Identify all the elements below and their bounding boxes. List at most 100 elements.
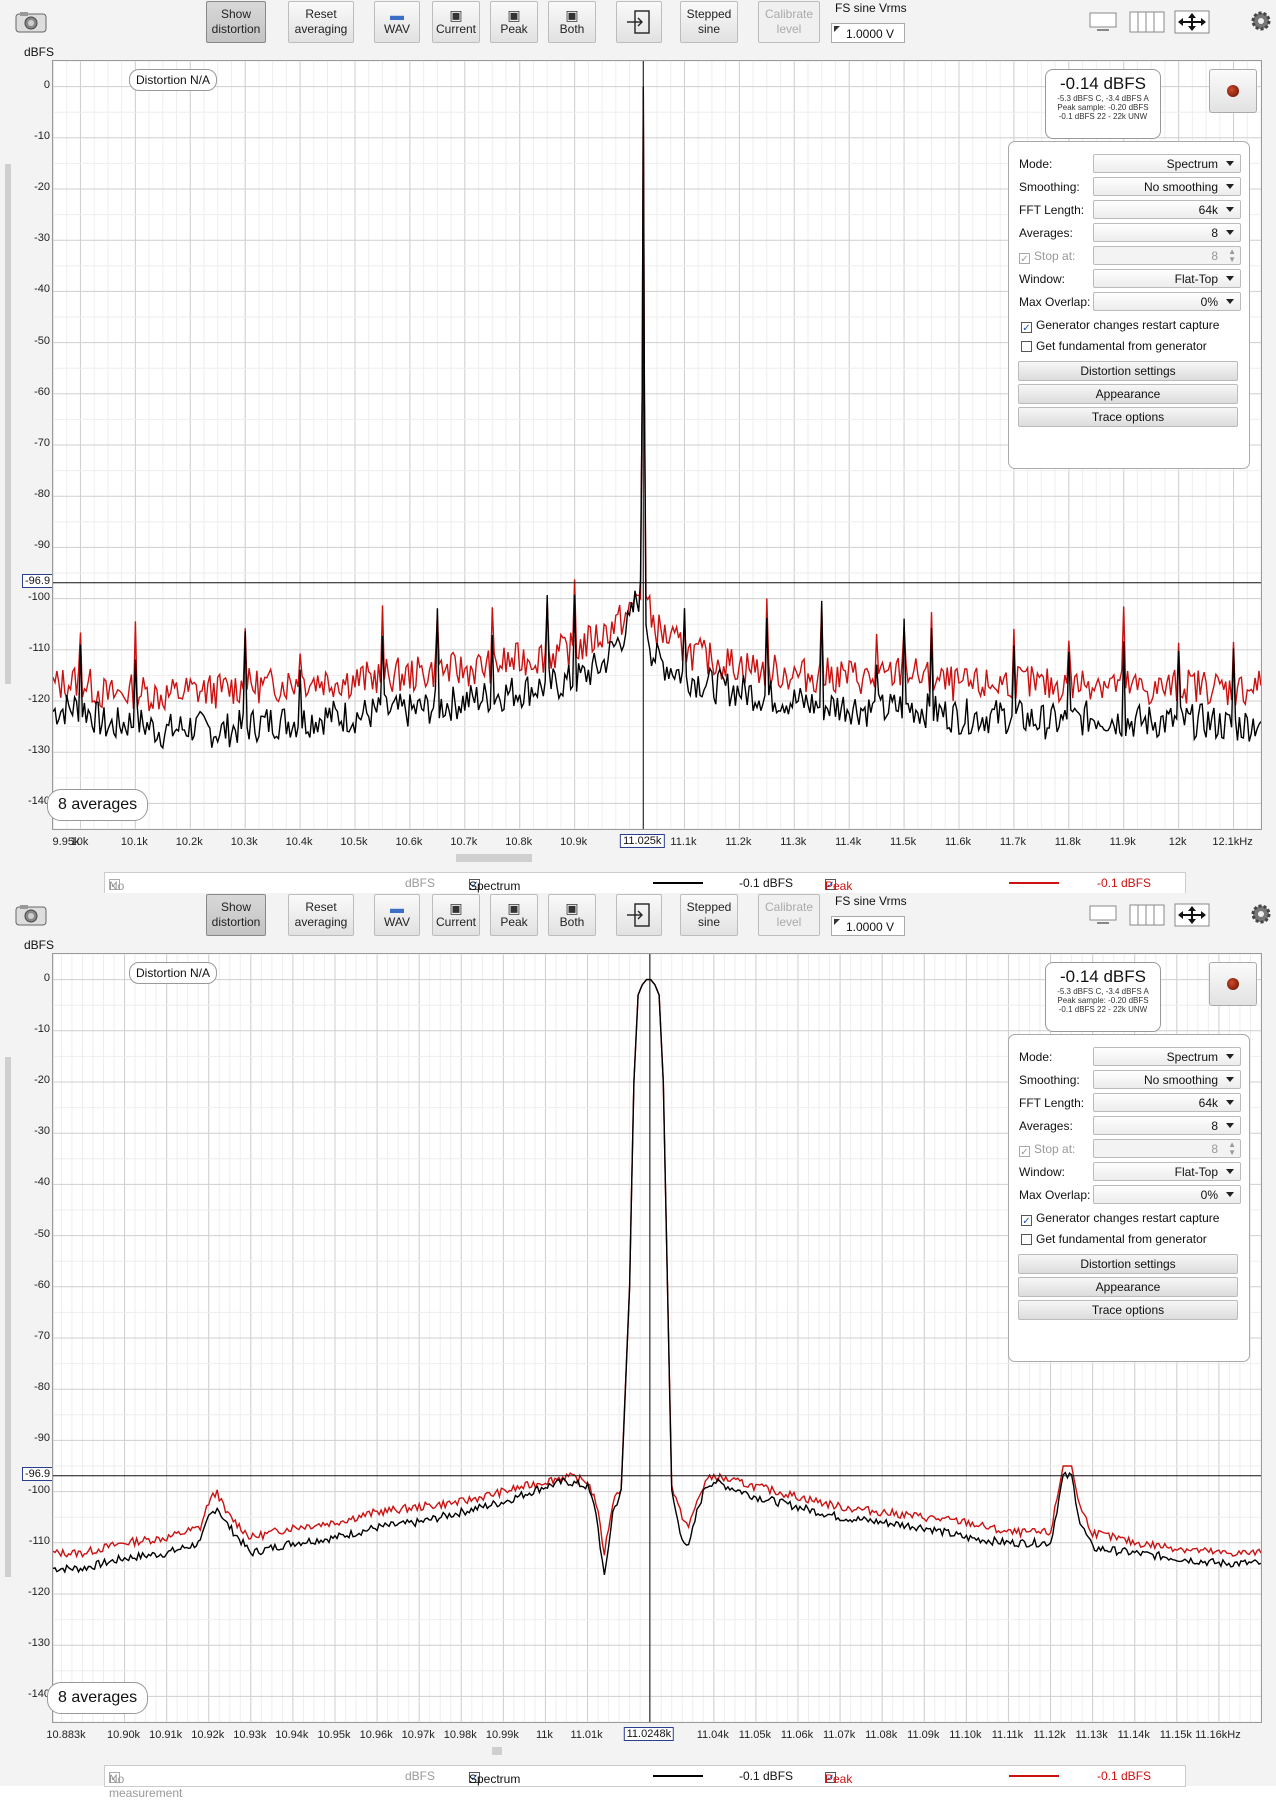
fft-length-select[interactable]: 64k <box>1093 1093 1241 1112</box>
horizontal-scrollbar[interactable] <box>52 1746 1262 1756</box>
vertical-scrollbar[interactable] <box>4 957 12 1719</box>
peak-legend-swatch <box>1009 1775 1059 1777</box>
fundamental-option[interactable]: Get fundamental from generator <box>1021 1232 1207 1246</box>
vertical-scroll-thumb[interactable] <box>5 164 11 684</box>
averages-row: Averages: 8 <box>1019 1116 1241 1136</box>
fundamental-checkbox[interactable] <box>1021 1234 1032 1245</box>
fs-sine-input[interactable]: 1.0000 V <box>831 916 905 936</box>
input-select-button[interactable] <box>616 1 662 43</box>
max-overlap-row: Max Overlap: 0% <box>1019 1185 1241 1205</box>
no-measurement-checkbox[interactable]: ✓ <box>109 879 120 891</box>
horizontal-scroll-thumb[interactable] <box>456 854 532 862</box>
stop-at-spinner[interactable]: 8 ▲ ▼ <box>1093 1139 1241 1158</box>
wav-label: WAV <box>384 21 410 36</box>
max-overlap-value: 0% <box>1200 295 1218 309</box>
both-button[interactable]: ▣ Both <box>548 894 596 936</box>
fundamental-checkbox[interactable] <box>1021 341 1032 352</box>
show-distortion-button[interactable]: Show distortion <box>206 1 266 43</box>
spectrum-checkbox[interactable]: ✓ <box>469 879 480 891</box>
smoothing-select[interactable]: No smoothing <box>1093 177 1241 196</box>
reset-averaging-button[interactable]: Reset averaging <box>288 894 354 936</box>
fundamental-label: Get fundamental from generator <box>1036 339 1207 353</box>
averages-select[interactable]: 8 <box>1093 1116 1241 1135</box>
fft-length-select[interactable]: 64k <box>1093 200 1241 219</box>
generator-restart-checkbox[interactable]: ✓ <box>1021 322 1032 334</box>
horizontal-scrollbar[interactable] <box>52 853 1262 863</box>
both-button[interactable]: ▣ Both <box>548 1 596 43</box>
peak-checkbox[interactable]: ✓ <box>825 879 836 891</box>
layout-icon[interactable] <box>1128 903 1166 927</box>
spectrum-plot[interactable]: Distortion N/A 8 averages -0.14 dBFS -5.… <box>47 953 1262 1723</box>
wav-button[interactable]: ▬ WAV <box>374 1 420 43</box>
x-tick-label: 12.1kHz <box>1212 836 1253 848</box>
smoothing-select[interactable]: No smoothing <box>1093 1070 1241 1089</box>
fs-sine-label: FS sine Vrms <box>835 894 907 908</box>
window-select[interactable]: Flat-Top <box>1093 1162 1241 1181</box>
camera-icon[interactable] <box>14 10 48 34</box>
folder-icon: ▬ <box>390 899 404 916</box>
fs-sine-input[interactable]: 1.0000 V <box>831 23 905 43</box>
window-select[interactable]: Flat-Top <box>1093 269 1241 288</box>
expand-arrows-icon[interactable] <box>1174 10 1210 34</box>
wav-button[interactable]: ▬ WAV <box>374 894 420 936</box>
current-button[interactable]: ▣ Current <box>432 1 480 43</box>
input-arrow-icon <box>627 10 650 34</box>
fundamental-option[interactable]: Get fundamental from generator <box>1021 339 1207 353</box>
reset-averaging-button[interactable]: Reset averaging <box>288 1 354 43</box>
level-readout-line: -5.3 dBFS C, -3.4 dBFS A <box>1057 987 1149 996</box>
x-tick-label: 11.2k <box>725 836 752 848</box>
monitor-icon[interactable] <box>1088 903 1118 927</box>
record-button[interactable] <box>1209 962 1257 1006</box>
gear-icon[interactable] <box>1250 10 1272 32</box>
calibrate-level-button[interactable]: Calibrate level <box>758 894 820 936</box>
show-distortion-button[interactable]: Show distortion <box>206 894 266 936</box>
current-button[interactable]: ▣ Current <box>432 894 480 936</box>
distortion-settings-button[interactable]: Distortion settings <box>1018 1254 1238 1274</box>
calibrate-level-button[interactable]: Calibrate level <box>758 1 820 43</box>
peak-button[interactable]: ▣ Peak <box>490 894 538 936</box>
monitor-icon[interactable] <box>1088 10 1118 34</box>
max-overlap-select[interactable]: 0% <box>1093 292 1241 311</box>
max-overlap-select[interactable]: 0% <box>1093 1185 1241 1204</box>
peak-button[interactable]: ▣ Peak <box>490 1 538 43</box>
fft-length-row: FFT Length: 64k <box>1019 200 1241 220</box>
folder-icon: ▬ <box>390 6 404 23</box>
layout-icon[interactable] <box>1128 10 1166 34</box>
horizontal-scroll-thumb[interactable] <box>492 1747 502 1755</box>
vertical-scrollbar[interactable] <box>4 64 12 826</box>
trace-options-button[interactable]: Trace options <box>1018 1300 1238 1320</box>
mode-select[interactable]: Spectrum <box>1093 154 1241 173</box>
x-tick-label: 10.91k <box>149 1729 183 1741</box>
averages-select[interactable]: 8 <box>1093 223 1241 242</box>
appearance-button[interactable]: Appearance <box>1018 1277 1238 1297</box>
generator-restart-label: Generator changes restart capture <box>1036 318 1220 332</box>
distortion-settings-button[interactable]: Distortion settings <box>1018 361 1238 381</box>
gear-icon[interactable] <box>1250 903 1272 925</box>
expand-arrows-icon[interactable] <box>1174 903 1210 927</box>
spectrum-checkbox[interactable]: ✓ <box>469 1772 480 1784</box>
no-measurement-checkbox[interactable]: ✓ <box>109 1772 120 1784</box>
record-button[interactable] <box>1209 69 1257 113</box>
stop-at-checkbox[interactable]: ✓ <box>1019 1146 1030 1158</box>
y-tick-label: -80 <box>34 1381 50 1394</box>
camera-icon[interactable] <box>14 903 48 927</box>
trace-options-button[interactable]: Trace options <box>1018 407 1238 427</box>
stop-at-checkbox[interactable]: ✓ <box>1019 253 1030 265</box>
fft-length-label: FFT Length: <box>1019 1096 1085 1110</box>
generator-restart-option[interactable]: ✓ Generator changes restart capture <box>1021 318 1220 334</box>
x-tick-label: 10.4k <box>285 836 313 848</box>
input-select-button[interactable] <box>616 894 662 936</box>
stop-at-value: 8 <box>1211 249 1218 263</box>
vertical-scroll-thumb[interactable] <box>5 1057 11 1577</box>
appearance-button[interactable]: Appearance <box>1018 384 1238 404</box>
x-tick-label: 11.05k <box>738 1729 772 1741</box>
mode-select[interactable]: Spectrum <box>1093 1047 1241 1066</box>
stepped-sine-button[interactable]: Stepped sine <box>680 1 738 43</box>
generator-restart-option[interactable]: ✓ Generator changes restart capture <box>1021 1211 1219 1227</box>
spectrum-plot[interactable]: Distortion N/A 8 averages -0.14 dBFS -5.… <box>47 60 1262 830</box>
stepped-sine-button[interactable]: Stepped sine <box>680 894 738 936</box>
generator-restart-checkbox[interactable]: ✓ <box>1021 1215 1032 1227</box>
corner-icon <box>834 919 840 925</box>
stop-at-spinner[interactable]: 8 ▲ ▼ <box>1093 246 1241 265</box>
peak-checkbox[interactable]: ✓ <box>825 1772 836 1784</box>
